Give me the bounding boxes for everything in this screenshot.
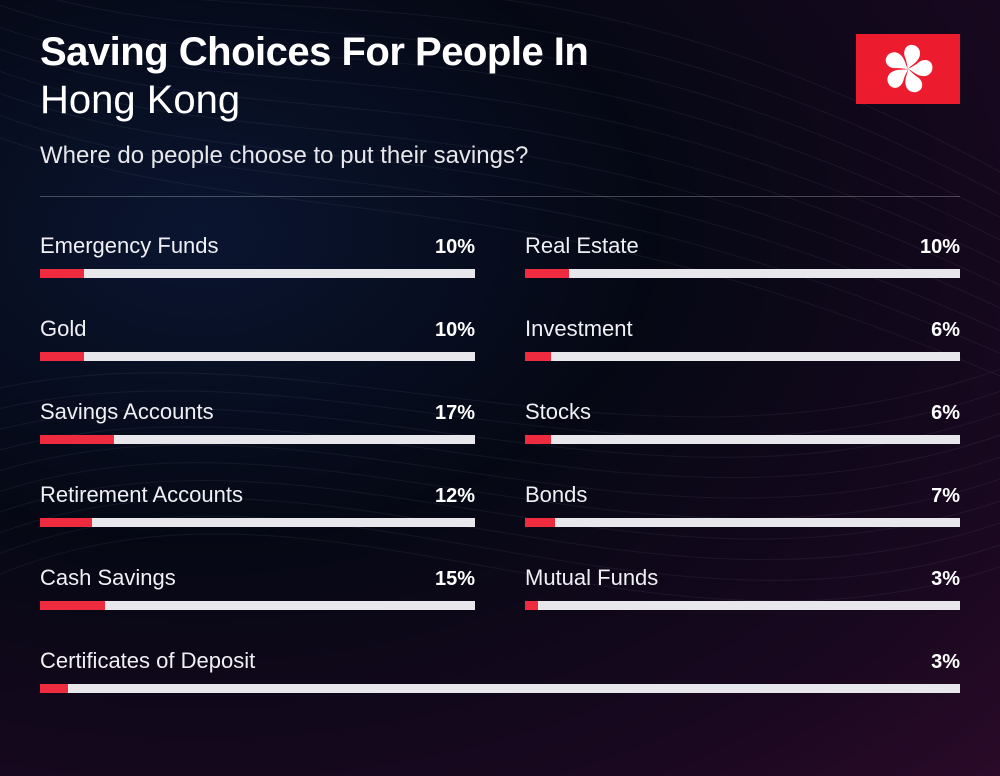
bar-header: Certificates of Deposit 3%	[40, 648, 960, 674]
bar-label: Investment	[525, 316, 633, 342]
bar-fill	[40, 269, 84, 278]
bar-item: Real Estate 10%	[525, 233, 960, 278]
subtitle: Where do people choose to put their savi…	[40, 142, 836, 170]
bar-value: 6%	[931, 319, 960, 342]
bar-header: Bonds 7%	[525, 482, 960, 508]
bar-label: Savings Accounts	[40, 399, 214, 425]
bar-track	[40, 518, 475, 527]
bar-item: Gold 10%	[40, 316, 475, 361]
bar-track-bg	[525, 601, 960, 610]
bars-grid: Emergency Funds 10% Real Estate 10% Gold 10% I…	[40, 233, 960, 693]
bar-item: Mutual Funds 3%	[525, 565, 960, 610]
bar-fill	[525, 601, 538, 610]
bar-label: Gold	[40, 316, 86, 342]
title-line-2: Hong Kong	[40, 76, 836, 124]
bar-track-bg	[40, 352, 475, 361]
bar-track	[525, 269, 960, 278]
bar-value: 7%	[931, 485, 960, 508]
bar-item: Stocks 6%	[525, 399, 960, 444]
bar-item: Investment 6%	[525, 316, 960, 361]
bar-track-bg	[525, 352, 960, 361]
bar-header: Retirement Accounts 12%	[40, 482, 475, 508]
bar-label: Cash Savings	[40, 565, 176, 591]
bar-track	[40, 269, 475, 278]
bar-fill	[525, 352, 551, 361]
bar-header: Real Estate 10%	[525, 233, 960, 259]
bar-label: Certificates of Deposit	[40, 648, 255, 674]
bar-label: Bonds	[525, 482, 587, 508]
hong-kong-flag-icon	[856, 34, 960, 104]
bar-track	[40, 684, 960, 693]
bar-header: Savings Accounts 17%	[40, 399, 475, 425]
title-block: Saving Choices For People In Hong Kong W…	[40, 30, 836, 170]
bar-value: 10%	[920, 236, 960, 259]
bar-label: Stocks	[525, 399, 591, 425]
bar-track	[525, 435, 960, 444]
bar-header: Investment 6%	[525, 316, 960, 342]
bar-header: Gold 10%	[40, 316, 475, 342]
bar-track-bg	[525, 269, 960, 278]
bar-item: Retirement Accounts 12%	[40, 482, 475, 527]
bar-value: 10%	[435, 236, 475, 259]
bar-track	[40, 601, 475, 610]
bar-label: Retirement Accounts	[40, 482, 243, 508]
bar-item: Bonds 7%	[525, 482, 960, 527]
bar-track-bg	[40, 518, 475, 527]
bar-label: Real Estate	[525, 233, 639, 259]
bar-value: 10%	[435, 319, 475, 342]
bar-fill	[40, 352, 84, 361]
bar-item: Certificates of Deposit 3%	[40, 648, 960, 693]
bar-track	[525, 601, 960, 610]
bar-value: 12%	[435, 485, 475, 508]
bar-item: Cash Savings 15%	[40, 565, 475, 610]
divider	[40, 196, 960, 197]
bar-header: Mutual Funds 3%	[525, 565, 960, 591]
bar-value: 3%	[931, 568, 960, 591]
bar-fill	[525, 435, 551, 444]
bar-track	[525, 352, 960, 361]
bar-track-bg	[40, 684, 960, 693]
bar-value: 17%	[435, 402, 475, 425]
bar-track-bg	[40, 269, 475, 278]
bar-label: Emergency Funds	[40, 233, 219, 259]
bar-value: 3%	[931, 651, 960, 674]
bar-item: Savings Accounts 17%	[40, 399, 475, 444]
bar-item: Emergency Funds 10%	[40, 233, 475, 278]
header: Saving Choices For People In Hong Kong W…	[40, 30, 960, 170]
bar-fill	[40, 518, 92, 527]
bar-track-bg	[525, 435, 960, 444]
bar-label: Mutual Funds	[525, 565, 658, 591]
bar-fill	[40, 684, 68, 693]
bar-header: Stocks 6%	[525, 399, 960, 425]
bar-track	[40, 435, 475, 444]
title-line-1: Saving Choices For People In	[40, 30, 836, 74]
bar-fill	[525, 518, 555, 527]
content-container: Saving Choices For People In Hong Kong W…	[0, 0, 1000, 723]
bar-track	[525, 518, 960, 527]
bar-header: Emergency Funds 10%	[40, 233, 475, 259]
bar-value: 15%	[435, 568, 475, 591]
bar-track-bg	[40, 601, 475, 610]
bar-fill	[40, 435, 114, 444]
bar-track	[40, 352, 475, 361]
bar-fill	[525, 269, 569, 278]
bar-header: Cash Savings 15%	[40, 565, 475, 591]
bar-fill	[40, 601, 105, 610]
bar-value: 6%	[931, 402, 960, 425]
bar-track-bg	[525, 518, 960, 527]
